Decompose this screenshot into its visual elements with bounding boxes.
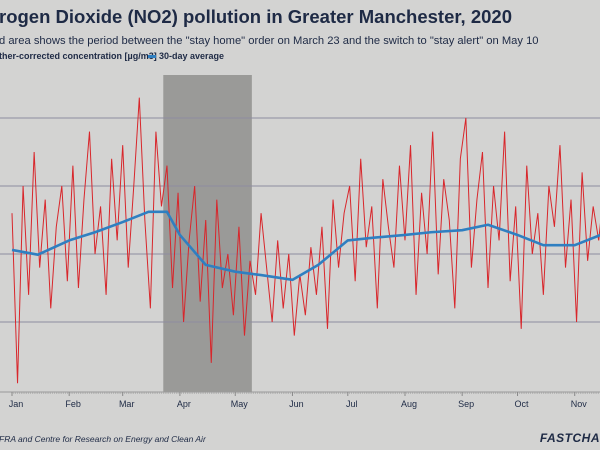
legend-label: ther-corrected concentration [µg/m3] [0,51,157,61]
legend-item-concentration: ther-corrected concentration [µg/m3] [0,51,157,61]
legend-swatch [148,55,156,59]
x-tick-label: Nov [571,399,588,409]
brand-logo: FASTCHA [539,431,600,445]
x-tick-label: Oct [515,399,530,409]
x-tick-label: Sep [458,399,474,409]
chart-subtitle: d area shows the period between the "sta… [0,35,539,47]
x-tick-label: Jun [289,399,304,409]
x-tick-label: Mar [119,399,135,409]
x-tick-label: May [231,399,249,409]
series-line-average [11,210,600,282]
series-line-concentration [11,97,600,384]
x-tick-label: Feb [65,399,81,409]
x-tick-label: Jul [346,399,358,409]
chart-title: rogen Dioxide (NO2) pollution in Greater… [0,6,512,27]
source-note: FRA and Centre for Research on Energy an… [0,434,206,444]
legend-label: 30-day average [159,51,225,61]
x-tick-label: Jan [9,399,24,409]
x-tick-label: Apr [177,399,191,409]
legend-item-average: 30-day average [148,51,224,61]
x-tick-label: Aug [401,399,417,409]
